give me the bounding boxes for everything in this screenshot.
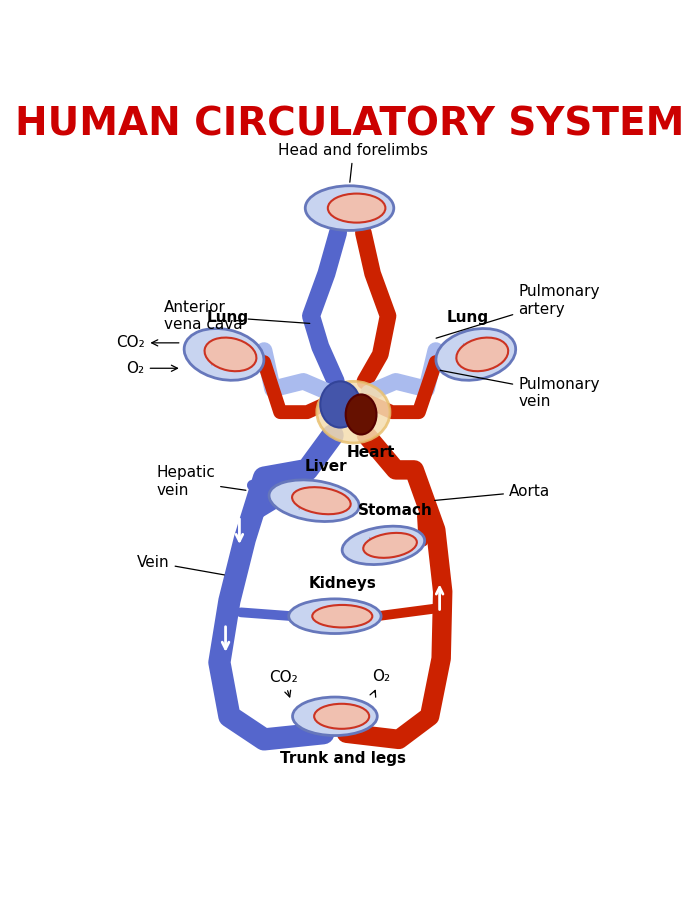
Text: Vein: Vein (137, 554, 224, 575)
Text: Hepatic
vein: Hepatic vein (156, 465, 246, 498)
Ellipse shape (269, 480, 359, 521)
Ellipse shape (436, 328, 516, 381)
Text: Lung: Lung (447, 310, 489, 325)
Text: Head and forelimbs: Head and forelimbs (278, 143, 428, 182)
Ellipse shape (306, 185, 394, 230)
Ellipse shape (346, 394, 376, 435)
Text: Aorta: Aorta (434, 484, 550, 500)
Text: Heart: Heart (347, 446, 396, 461)
Text: Liver: Liver (304, 459, 347, 473)
Ellipse shape (328, 194, 385, 222)
Text: Lung: Lung (207, 310, 249, 325)
Text: CO₂: CO₂ (116, 336, 179, 350)
Text: CO₂: CO₂ (269, 670, 297, 697)
Ellipse shape (293, 697, 377, 735)
Ellipse shape (321, 382, 360, 427)
Ellipse shape (314, 704, 369, 729)
Text: O₂: O₂ (127, 361, 177, 376)
Ellipse shape (317, 382, 390, 443)
Ellipse shape (364, 533, 417, 558)
Ellipse shape (205, 338, 256, 371)
Text: Trunk and legs: Trunk and legs (280, 752, 406, 766)
Ellipse shape (456, 338, 508, 371)
Text: O₂: O₂ (370, 669, 390, 698)
Text: Kidneys: Kidneys (309, 576, 376, 590)
Ellipse shape (184, 328, 264, 381)
Text: Pulmonary
artery: Pulmonary artery (436, 284, 599, 338)
Ellipse shape (292, 487, 351, 514)
Text: Anterior
vena cava: Anterior vena cava (164, 300, 310, 332)
Text: HUMAN CIRCULATORY SYSTEM: HUMAN CIRCULATORY SYSTEM (15, 106, 682, 144)
Text: Stomach: Stomach (357, 503, 432, 518)
Ellipse shape (342, 526, 425, 564)
Ellipse shape (288, 598, 381, 634)
Text: Pulmonary
vein: Pulmonary vein (440, 370, 599, 410)
Ellipse shape (312, 605, 372, 627)
